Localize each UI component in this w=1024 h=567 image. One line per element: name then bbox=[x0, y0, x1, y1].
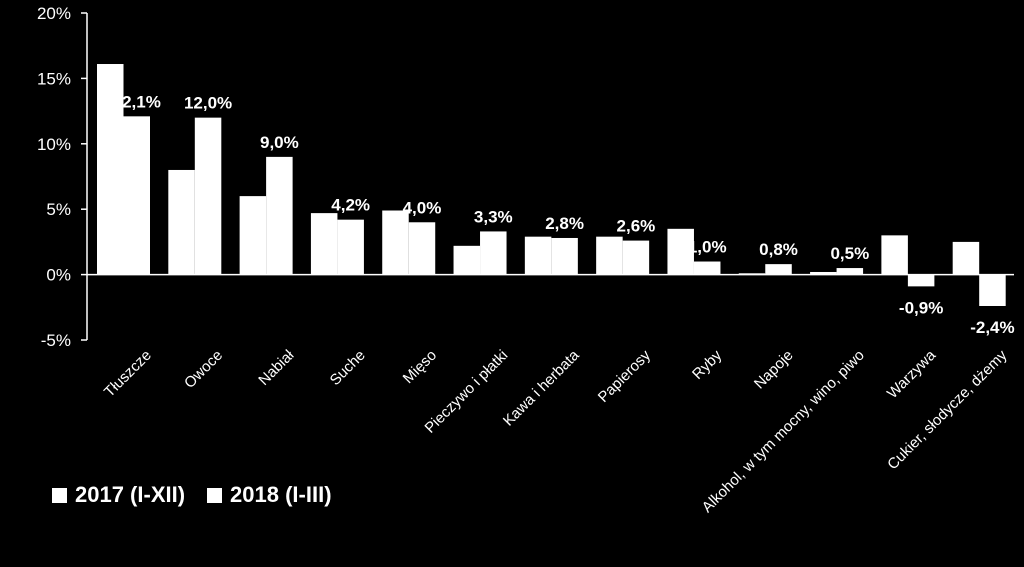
category-label: Cukier, słodycze, dżemy bbox=[884, 346, 1011, 473]
legend-item-2017: 2017 (I-XII) bbox=[52, 482, 185, 508]
bar-2017-7 bbox=[596, 236, 623, 275]
bar-2017-10 bbox=[810, 271, 837, 275]
legend-label-2017: 2017 (I-XII) bbox=[75, 482, 186, 507]
y-tick-label: 0% bbox=[46, 266, 71, 285]
category-label: Suche bbox=[327, 347, 369, 389]
bar-2018-1 bbox=[194, 117, 222, 275]
bar-2017-0 bbox=[97, 64, 124, 275]
data-label: 4,2% bbox=[331, 196, 370, 215]
data-label: 2,6% bbox=[617, 217, 656, 236]
bar-2017-4 bbox=[382, 210, 409, 275]
category-label: Alkohol, w tym mocny, wino, piwo bbox=[699, 347, 868, 516]
bar-2017-3 bbox=[310, 213, 338, 275]
bar-2018-3 bbox=[337, 219, 364, 275]
data-label: 0,8% bbox=[759, 240, 798, 259]
bar-2017-11 bbox=[881, 235, 908, 275]
category-label: Warzywa bbox=[884, 346, 940, 402]
bar-2018-4 bbox=[408, 222, 436, 275]
y-tick-label: 15% bbox=[37, 69, 71, 88]
y-tick-label: 10% bbox=[37, 135, 71, 154]
category-label: Owoce bbox=[181, 347, 226, 392]
bar-2018-8 bbox=[693, 261, 721, 275]
bar-2017-12 bbox=[952, 241, 980, 275]
data-label: 12,0% bbox=[184, 94, 232, 113]
legend: 2017 (I-XII) 2018 (I-III) bbox=[52, 482, 354, 508]
data-labels: 12,1% 12,0% 9,0% 4,2% 4,0% 3,3% 2,8% 2,6% 1,0% 0,… bbox=[113, 92, 1015, 337]
bars bbox=[97, 64, 1006, 306]
legend-label-2018: 2018 (I-III) bbox=[230, 482, 332, 507]
bar-2018-10 bbox=[836, 268, 864, 275]
category-label: Papierosy bbox=[595, 346, 655, 406]
legend-swatch-2017 bbox=[52, 487, 67, 503]
category-label: Napoje bbox=[751, 347, 797, 393]
data-label: 1,0% bbox=[688, 238, 727, 257]
data-label: 3,3% bbox=[474, 207, 513, 226]
category-label: Mięso bbox=[400, 347, 440, 387]
bar-2018-12 bbox=[979, 274, 1006, 306]
bar-2017-8 bbox=[667, 228, 694, 275]
bar-2018-6 bbox=[551, 237, 578, 275]
bar-2017-1 bbox=[168, 169, 195, 275]
category-label: Kawa i herbata bbox=[500, 346, 583, 429]
y-tick-label: 20% bbox=[37, 4, 71, 23]
legend-swatch-2018 bbox=[207, 487, 223, 503]
bar-2018-7 bbox=[622, 240, 650, 275]
y-tick-label: -5% bbox=[41, 331, 71, 350]
bar-2018-11 bbox=[907, 274, 935, 287]
legend-item-2018: 2018 (I-III) bbox=[207, 482, 332, 508]
data-label: 4,0% bbox=[403, 198, 442, 217]
category-label: Nabiał bbox=[255, 346, 298, 389]
bar-2018-5 bbox=[480, 231, 507, 275]
category-label: Ryby bbox=[689, 346, 726, 383]
category-label: Tłuszcze bbox=[101, 347, 155, 401]
bar-2018-2 bbox=[266, 156, 293, 275]
data-label: 2,8% bbox=[545, 214, 584, 233]
data-label: -0,9% bbox=[899, 298, 943, 317]
bar-2017-9 bbox=[738, 273, 766, 275]
data-label: 12,1% bbox=[113, 92, 161, 111]
bar-2017-5 bbox=[453, 245, 481, 275]
data-label: 0,5% bbox=[830, 244, 869, 263]
bar-2018-0 bbox=[123, 116, 150, 275]
data-label: -2,4% bbox=[970, 318, 1014, 337]
bar-2018-9 bbox=[765, 264, 792, 275]
bar-2017-2 bbox=[239, 196, 267, 275]
data-label: 9,0% bbox=[260, 133, 299, 152]
y-tick-label: 5% bbox=[46, 200, 71, 219]
bar-2017-6 bbox=[524, 236, 552, 275]
